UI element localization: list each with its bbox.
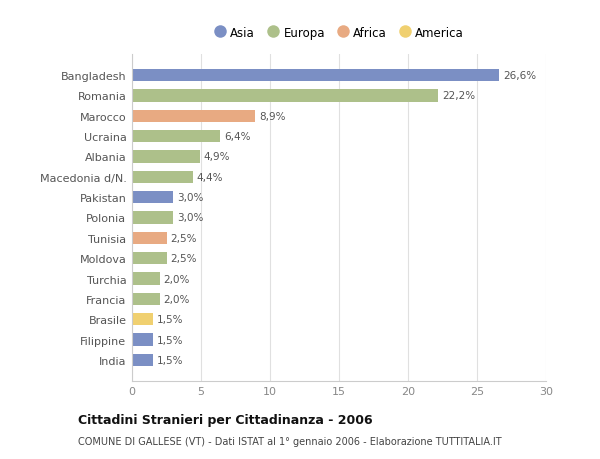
Bar [132, 232, 167, 244]
Bar [132, 293, 160, 305]
Bar [132, 171, 193, 184]
Text: 2,0%: 2,0% [164, 294, 190, 304]
Bar [132, 212, 173, 224]
Bar [132, 151, 200, 163]
Text: 8,9%: 8,9% [259, 112, 286, 122]
Text: 6,4%: 6,4% [224, 132, 251, 142]
Text: 3,0%: 3,0% [178, 213, 204, 223]
Text: 26,6%: 26,6% [503, 71, 536, 81]
Bar [132, 131, 220, 143]
Text: 4,9%: 4,9% [204, 152, 230, 162]
Bar [132, 192, 173, 204]
Text: Cittadini Stranieri per Cittadinanza - 2006: Cittadini Stranieri per Cittadinanza - 2… [78, 413, 373, 426]
Bar [132, 313, 152, 325]
Text: COMUNE DI GALLESE (VT) - Dati ISTAT al 1° gennaio 2006 - Elaborazione TUTTITALIA: COMUNE DI GALLESE (VT) - Dati ISTAT al 1… [78, 436, 502, 446]
Legend: Asia, Europa, Africa, America: Asia, Europa, Africa, America [209, 22, 469, 44]
Bar [132, 334, 152, 346]
Bar [132, 70, 499, 82]
Text: 2,5%: 2,5% [170, 233, 197, 243]
Text: 1,5%: 1,5% [157, 314, 184, 325]
Bar [132, 252, 167, 265]
Text: 1,5%: 1,5% [157, 335, 184, 345]
Text: 1,5%: 1,5% [157, 355, 184, 365]
Text: 4,4%: 4,4% [197, 173, 223, 182]
Text: 3,0%: 3,0% [178, 193, 204, 203]
Text: 2,5%: 2,5% [170, 254, 197, 263]
Text: 2,0%: 2,0% [164, 274, 190, 284]
Bar [132, 90, 439, 102]
Bar [132, 354, 152, 366]
Bar [132, 111, 255, 123]
Bar [132, 273, 160, 285]
Text: 22,2%: 22,2% [443, 91, 476, 101]
